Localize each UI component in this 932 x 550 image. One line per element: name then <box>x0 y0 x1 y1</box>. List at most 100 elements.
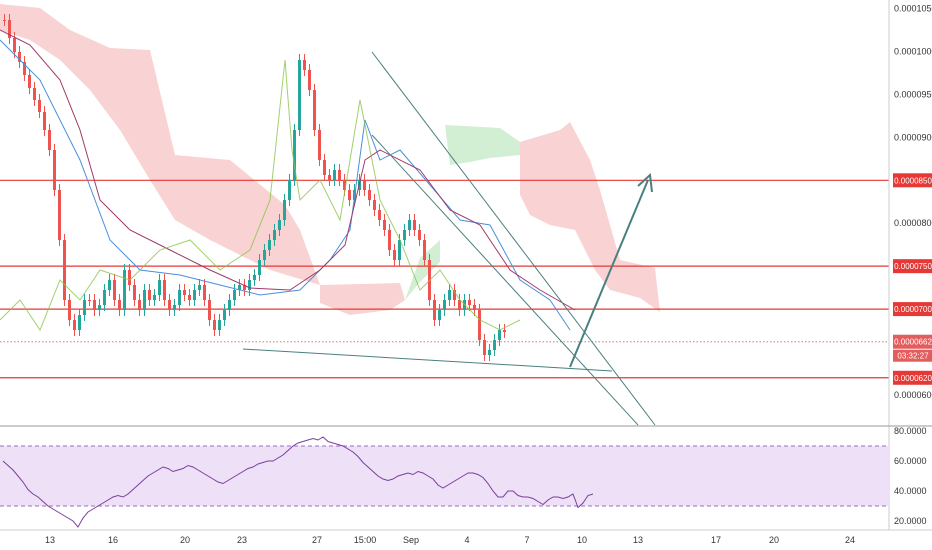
candle-body <box>28 75 31 88</box>
candle-body <box>73 320 76 330</box>
candle-body <box>348 190 351 200</box>
level-label: 0.0000750 <box>894 262 932 271</box>
candle-body <box>243 285 246 290</box>
candle-body <box>278 220 281 230</box>
candle-body <box>388 230 391 250</box>
current-price-tag: 0.0000662 <box>894 338 932 347</box>
candle-body <box>238 285 241 290</box>
time-tick-label: 7 <box>524 535 529 545</box>
candle-body <box>273 230 276 240</box>
candle-body <box>413 220 416 230</box>
cloud-bear-2 <box>320 283 405 315</box>
candle-body <box>13 38 16 52</box>
base-support-line <box>242 348 613 372</box>
candle-body <box>248 280 251 290</box>
time-tick-label: 23 <box>237 535 247 545</box>
candle-body <box>33 88 36 100</box>
candle-body <box>58 190 61 240</box>
candle-body <box>338 170 341 180</box>
candle-body <box>158 280 161 295</box>
candle-body <box>268 240 271 250</box>
candle-body <box>488 350 491 355</box>
candle-body <box>48 130 51 150</box>
level-label-bg <box>893 370 932 385</box>
candle-body <box>98 305 101 310</box>
candle-body <box>133 285 136 300</box>
candle-body <box>3 20 6 21</box>
rsi-tick-label: 60.0000 <box>894 456 927 466</box>
candle-body <box>448 290 451 300</box>
candle-body <box>318 130 321 160</box>
candle-body <box>253 275 256 280</box>
level-label-bg <box>893 173 932 188</box>
time-tick-label: 10 <box>577 535 587 545</box>
candle-body <box>383 220 386 230</box>
candle-body <box>18 52 21 62</box>
lagging-line <box>0 59 521 332</box>
level-label: 0.0000620 <box>894 374 932 383</box>
candle-body <box>208 300 211 320</box>
candle-body <box>168 300 171 310</box>
candle-body <box>468 300 471 305</box>
candle-body <box>178 290 181 305</box>
time-tick-label: 24 <box>845 535 855 545</box>
candle-body <box>263 250 266 260</box>
cloud-bear-1 <box>0 4 320 285</box>
candle-body <box>123 270 126 310</box>
candle-body <box>8 20 11 38</box>
candle-body <box>433 300 436 320</box>
time-tick-label: 15:00 <box>354 535 377 545</box>
candle-body <box>78 315 81 330</box>
countdown-label: 03:32:27 <box>897 352 929 361</box>
candle-body <box>23 62 26 75</box>
candle-body <box>203 285 206 300</box>
candle-body <box>68 300 71 320</box>
cloud-bull-2 <box>445 125 520 165</box>
wedge-lower-line <box>371 134 639 426</box>
level-label-bg <box>893 302 932 317</box>
candle-body <box>298 60 301 130</box>
current-price-tag-bg <box>893 334 932 349</box>
candle-body <box>88 300 91 301</box>
candle-body <box>103 290 106 305</box>
candle-body <box>138 300 141 310</box>
candle-body <box>343 180 346 190</box>
candle-body <box>423 240 426 260</box>
projection-arrow <box>569 179 649 368</box>
time-tick-label: 20 <box>769 535 779 545</box>
candle-body <box>453 290 456 300</box>
candle-body <box>363 180 366 190</box>
rsi-band-fill <box>0 446 889 506</box>
candle-body <box>93 300 96 310</box>
candle-body <box>118 300 121 310</box>
candle-body <box>143 290 146 310</box>
level-label: 0.0000700 <box>894 305 932 314</box>
time-tick-label: 4 <box>464 535 469 545</box>
candle-body <box>183 290 186 295</box>
candle-body <box>258 260 261 275</box>
candle-body <box>148 290 151 300</box>
candle-body <box>108 280 111 290</box>
rsi-tick-label: 80.0000 <box>894 426 927 436</box>
time-tick-label: 20 <box>180 535 190 545</box>
candle-body <box>368 190 371 200</box>
candle-body <box>83 300 86 315</box>
time-tick-label: 13 <box>633 535 643 545</box>
rsi-tick-label: 40.0000 <box>894 486 927 496</box>
candle-body <box>328 175 331 180</box>
projection-arrow-head <box>637 172 653 193</box>
rsi-line <box>2 436 594 528</box>
candle-body <box>393 250 396 260</box>
candle-body <box>303 60 306 70</box>
candle-body <box>113 280 116 300</box>
candle-body <box>43 112 46 130</box>
candle-body <box>218 320 221 330</box>
candle-body <box>223 310 226 320</box>
candle-body <box>198 285 201 290</box>
